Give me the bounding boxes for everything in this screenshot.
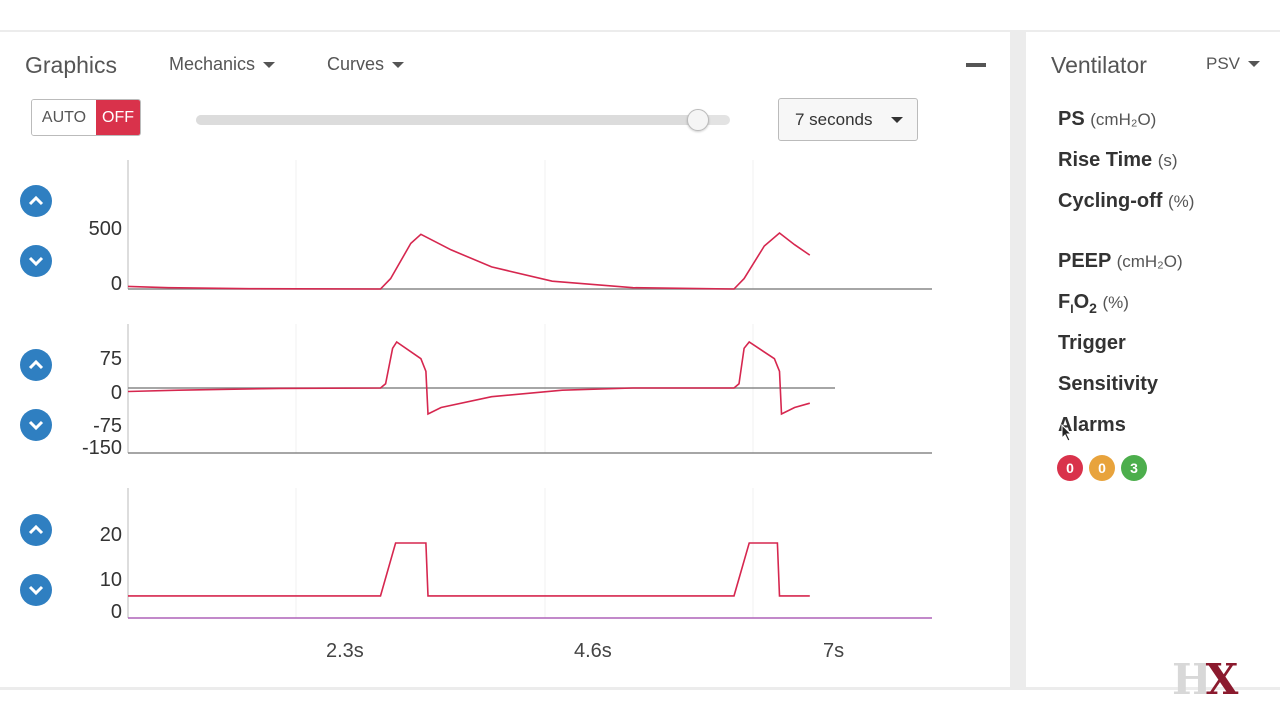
ventilator-title: Ventilator — [1051, 52, 1147, 78]
chart1-ytick: 0 — [110, 273, 122, 295]
param-unit: (%) — [1102, 293, 1129, 312]
chart1-scale-down-button[interactable] — [20, 245, 52, 277]
chart2-ytick: -150 — [81, 437, 122, 459]
ventilator-panel: Ventilator PSV PS (cmH₂O) Rise Time (s) … — [1026, 32, 1280, 687]
logo-h: H — [1172, 655, 1212, 704]
caret-down-icon — [890, 116, 903, 123]
param-peep[interactable]: PEEP (cmH₂O) — [1058, 250, 1183, 273]
caret-down-icon — [392, 61, 405, 68]
duration-value: 7 seconds — [795, 109, 873, 129]
duration-select[interactable]: 7 seconds — [778, 98, 918, 141]
chevron-up-icon — [28, 359, 44, 370]
waveform-line — [127, 340, 811, 416]
chart3-scale-down-button[interactable] — [20, 574, 52, 606]
waveform-line — [127, 231, 811, 290]
chart2-ytick: 0 — [110, 382, 122, 404]
alarm-badge-low[interactable]: 3 — [1121, 455, 1147, 481]
param-label: Rise Time — [1058, 149, 1153, 171]
chart3-ytick: 10 — [99, 569, 122, 591]
x-tick: 4.6s — [574, 640, 612, 662]
chart2-scale-up-button[interactable] — [20, 349, 52, 381]
mechanics-menu[interactable]: Mechanics — [169, 54, 276, 75]
caret-down-icon — [1248, 61, 1261, 67]
mode-select[interactable]: PSV — [1206, 54, 1261, 74]
param-label: PEEP — [1058, 250, 1111, 272]
bottom-bar — [0, 690, 1280, 720]
param-sub: 2 — [1089, 300, 1097, 316]
hx-logo: HX — [1172, 655, 1239, 704]
mouse-cursor-icon — [1061, 424, 1073, 442]
chart3-scale-up-button[interactable] — [20, 514, 52, 546]
param-label: PS — [1058, 108, 1085, 130]
chart2-ytick: 75 — [99, 348, 122, 370]
minimize-icon[interactable] — [966, 63, 986, 67]
param-cycling-off[interactable]: Cycling-off (%) — [1058, 190, 1194, 213]
chevron-up-icon — [28, 195, 44, 206]
time-window-slider[interactable] — [196, 109, 730, 131]
graphics-panel: Graphics Mechanics Curves AUTO OFF 7 sec… — [0, 32, 1010, 687]
param-trigger[interactable]: Trigger — [1058, 332, 1126, 355]
alarm-badge-medium[interactable]: 0 — [1089, 455, 1115, 481]
chevron-down-icon — [28, 420, 44, 431]
top-bar — [0, 0, 1280, 30]
chart2-scale-down-button[interactable] — [20, 409, 52, 441]
slider-track-fill — [196, 115, 698, 125]
caret-down-icon — [263, 61, 276, 68]
logo-x: X — [1205, 655, 1239, 704]
chevron-up-icon — [28, 524, 44, 535]
x-tick: 7s — [823, 640, 845, 662]
off-button[interactable]: OFF — [96, 100, 140, 135]
auto-off-toggle[interactable]: AUTO OFF — [31, 99, 141, 136]
x-tick: 2.3s — [326, 640, 364, 662]
param-rise-time[interactable]: Rise Time (s) — [1058, 149, 1178, 172]
param-unit: (s) — [1157, 151, 1178, 170]
param-alarms[interactable]: Alarms — [1058, 414, 1126, 437]
chart3-ytick: 20 — [99, 524, 122, 546]
param-sensitivity[interactable]: Sensitivity — [1058, 373, 1158, 396]
param-label: Sensitivity — [1058, 373, 1159, 395]
param-sub: I — [1070, 302, 1074, 316]
curves-menu-label: Curves — [327, 54, 385, 74]
chart3-ytick: 0 — [110, 601, 122, 623]
param-ps[interactable]: PS (cmH₂O) — [1058, 108, 1156, 131]
param-label: F — [1058, 291, 1071, 313]
chart1-ytick: 500 — [88, 218, 122, 240]
param-label: O — [1073, 291, 1090, 313]
param-unit: (cmH₂O) — [1116, 252, 1183, 271]
curves-menu[interactable]: Curves — [327, 54, 405, 75]
alarm-badges: 0 0 3 — [1057, 455, 1147, 481]
chart1-scale-up-button[interactable] — [20, 185, 52, 217]
param-label: Alarms — [1058, 414, 1126, 436]
chevron-down-icon — [28, 585, 44, 596]
auto-button[interactable]: AUTO — [32, 100, 96, 135]
param-label: Cycling-off — [1058, 190, 1163, 212]
chart2-ytick: -75 — [93, 415, 122, 437]
slider-thumb[interactable] — [686, 109, 709, 131]
param-unit: (%) — [1168, 192, 1195, 211]
waveform-charts — [127, 160, 932, 619]
graphics-title: Graphics — [25, 52, 118, 78]
chevron-down-icon — [28, 256, 44, 267]
mode-value: PSV — [1206, 54, 1241, 73]
mechanics-menu-label: Mechanics — [169, 54, 256, 74]
param-unit: (cmH₂O) — [1090, 110, 1157, 129]
waveform-line — [128, 542, 810, 597]
param-label: Trigger — [1058, 332, 1126, 354]
alarm-badge-high[interactable]: 0 — [1057, 455, 1083, 481]
param-fio2[interactable]: FIO2 (%) — [1058, 291, 1129, 316]
